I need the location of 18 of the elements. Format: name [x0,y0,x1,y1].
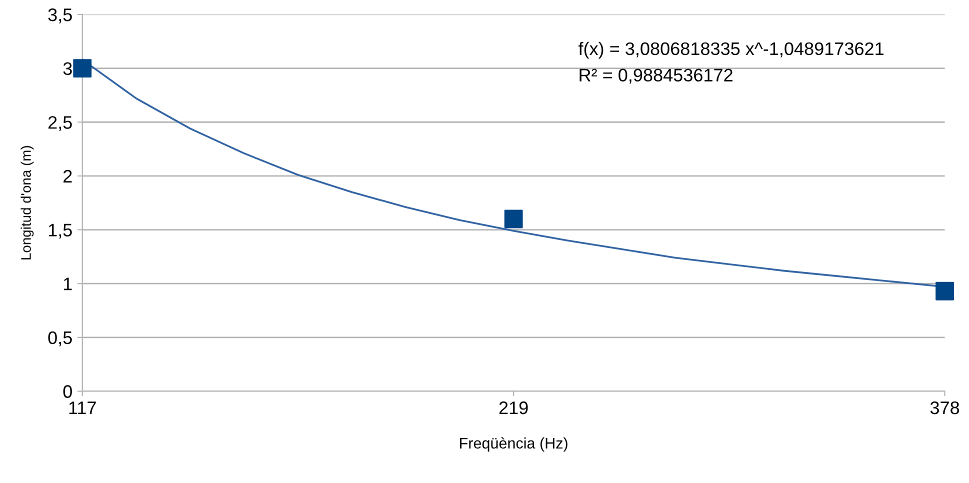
x-tick-label: 378 [930,401,960,414]
y-tick-label: 0,5 [48,331,72,346]
x-tick-label: 117 [69,402,96,414]
y-tick-label: 3 [63,62,72,76]
y-tick-label: 1 [64,278,72,290]
point [936,282,954,300]
y-tick-label: 0 [63,385,72,398]
point [504,210,523,228]
y-axis-title: Longitud d'ona (m) [20,146,34,260]
y-tick-label: 2 [64,170,72,182]
y-tick-label: 1,5 [48,224,72,239]
x-axis-title: Freqüència (Hz) [460,437,568,452]
annotation: f(x) = 3,0806818335 x^-1,0489173621 [578,42,884,59]
x-tick-label: 219 [499,401,528,414]
y-tick-label: 2,5 [48,116,72,131]
y-tick-label: 3,5 [48,8,72,24]
point [73,59,92,78]
annotation: R² = 0,9884536172 [580,68,732,84]
